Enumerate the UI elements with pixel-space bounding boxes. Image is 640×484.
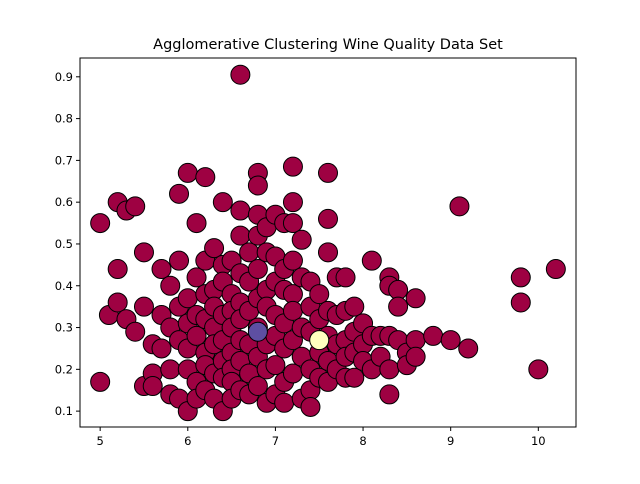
data-point xyxy=(440,330,461,351)
data-point xyxy=(282,250,303,271)
data-point xyxy=(177,162,198,183)
data-point xyxy=(291,229,312,250)
data-point xyxy=(107,292,128,313)
data-point xyxy=(379,359,400,380)
data-point xyxy=(388,279,409,300)
data-point xyxy=(247,175,268,196)
data-point xyxy=(510,267,531,288)
data-point xyxy=(204,238,225,259)
y-tick-label: 0.8 xyxy=(55,112,73,126)
data-point xyxy=(230,200,251,221)
data-point xyxy=(247,321,268,342)
data-point xyxy=(125,321,146,342)
data-point xyxy=(282,284,303,305)
data-point xyxy=(309,284,330,305)
axes: 5 6 7 8 9 10 0.1 0.2 0.3 0.4 0.5 0.6 0.7 0.8 0.9 xyxy=(55,57,577,448)
data-point xyxy=(318,162,338,183)
data-point xyxy=(282,300,303,321)
data-point xyxy=(545,259,566,280)
data-point xyxy=(151,338,172,359)
chart-title: Agglomerative Clustering Wine Quality Da… xyxy=(153,37,503,53)
data-point xyxy=(423,325,444,346)
data-point xyxy=(133,296,154,317)
data-point xyxy=(318,208,338,229)
data-point xyxy=(160,359,181,380)
data-point xyxy=(195,167,216,188)
data-point xyxy=(344,296,365,317)
data-point xyxy=(186,213,207,234)
y-tick-label: 0.2 xyxy=(55,362,73,376)
data-point xyxy=(169,183,190,204)
data-point xyxy=(379,384,400,405)
y-tick-label: 0.5 xyxy=(55,237,73,251)
data-point xyxy=(177,288,198,309)
data-point xyxy=(510,292,531,313)
data-point xyxy=(90,371,111,392)
data-point xyxy=(361,250,382,271)
data-point xyxy=(247,259,268,280)
x-tick-label: 8 xyxy=(359,434,366,448)
data-point xyxy=(160,275,181,296)
data-point xyxy=(309,330,330,351)
data-point xyxy=(388,296,409,317)
data-point xyxy=(212,192,233,213)
data-point xyxy=(265,355,286,376)
x-tick-label: 7 xyxy=(272,434,279,448)
x-tick-label: 9 xyxy=(447,434,454,448)
data-point xyxy=(169,250,190,271)
data-point xyxy=(186,325,207,346)
data-point xyxy=(300,396,321,417)
data-point xyxy=(282,213,303,234)
data-point xyxy=(528,359,549,380)
data-point xyxy=(405,288,426,309)
data-point xyxy=(125,196,146,217)
data-point xyxy=(405,330,426,351)
data-point xyxy=(186,267,207,288)
data-point xyxy=(90,213,111,234)
data-point xyxy=(133,242,154,263)
data-point xyxy=(107,259,128,280)
y-tick-label: 0.3 xyxy=(55,321,73,335)
data-point xyxy=(282,192,303,213)
data-point xyxy=(344,367,365,388)
plot-frame xyxy=(79,57,577,428)
data-point xyxy=(151,259,172,280)
x-tick-label: 5 xyxy=(96,434,103,448)
data-point xyxy=(230,64,251,85)
data-point xyxy=(282,156,303,177)
y-tick-label: 0.4 xyxy=(55,279,73,293)
y-tick-label: 0.6 xyxy=(55,195,73,209)
x-tick-label: 6 xyxy=(184,434,191,448)
data-point xyxy=(318,242,338,263)
y-tick-label: 0.9 xyxy=(55,70,73,84)
data-point xyxy=(458,338,479,359)
data-point xyxy=(230,225,251,246)
x-tick-label: 10 xyxy=(531,434,546,448)
y-tick-label: 0.1 xyxy=(55,404,73,418)
data-point xyxy=(239,242,260,263)
data-point xyxy=(282,363,303,384)
data-points xyxy=(90,64,566,422)
data-point xyxy=(142,376,163,397)
data-point xyxy=(274,392,295,413)
y-tick-label: 0.7 xyxy=(55,153,73,167)
data-point xyxy=(449,196,470,217)
data-point xyxy=(335,267,356,288)
data-point xyxy=(247,376,268,397)
data-point xyxy=(405,346,426,367)
